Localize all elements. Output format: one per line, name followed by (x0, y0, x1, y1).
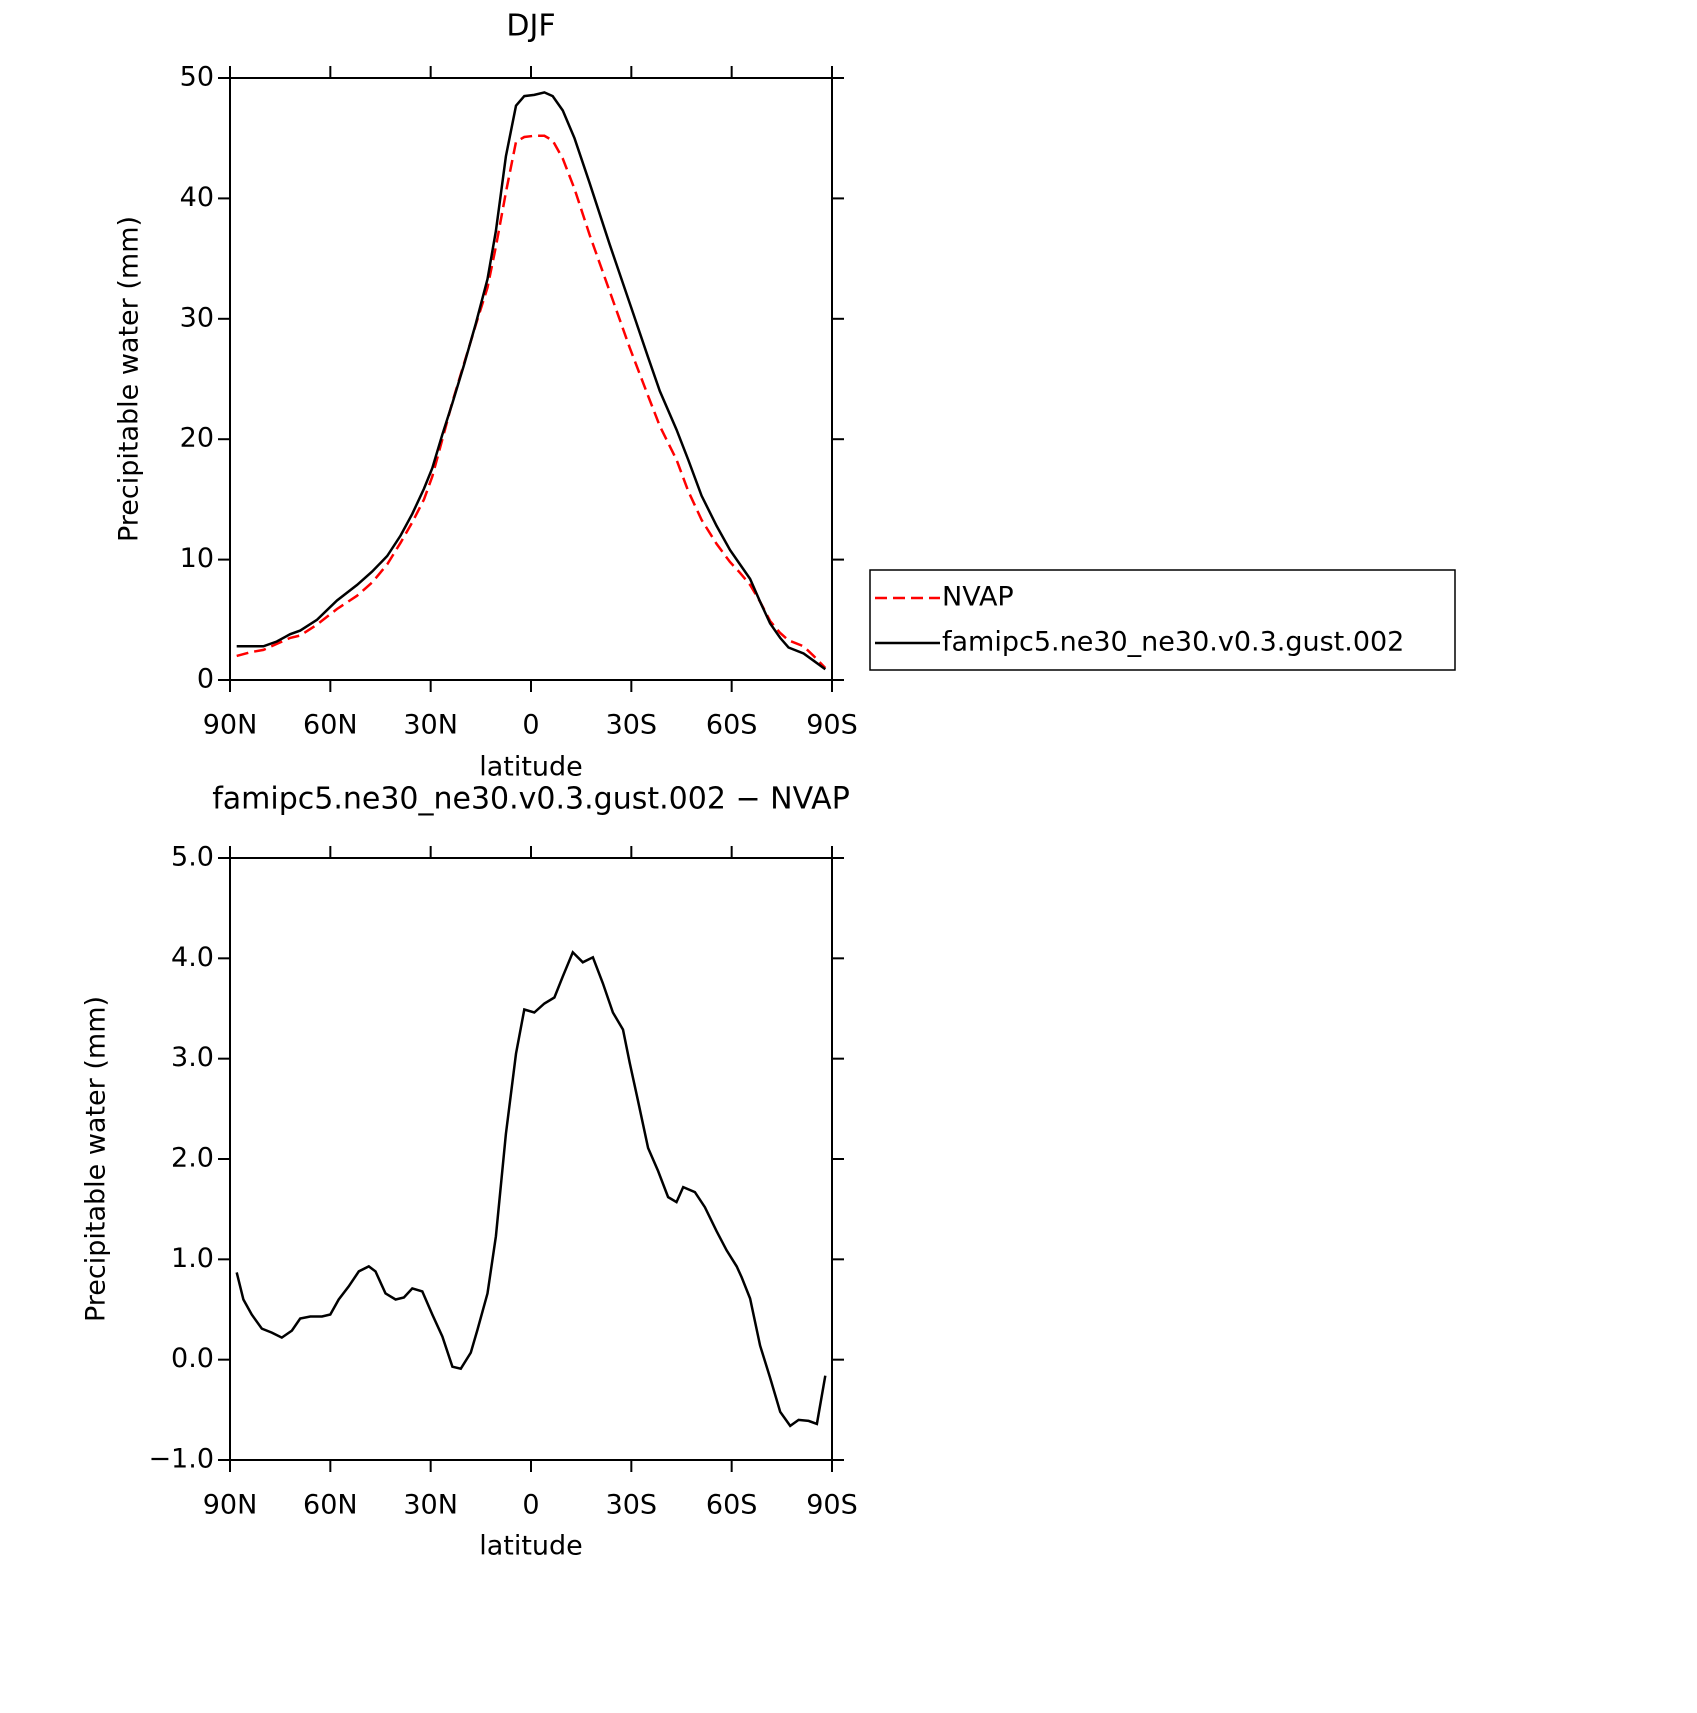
y-tick-label: 20 (180, 423, 214, 454)
y-tick-label: 1.0 (171, 1243, 214, 1274)
x-axis-label: latitude (479, 752, 583, 783)
x-tick-label: 0 (522, 1490, 539, 1521)
data-line (236, 91, 827, 671)
x-tick-label: 30N (403, 710, 458, 741)
y-axis-label: Precipitable water (mm) (114, 216, 145, 542)
y-tick-label: 0.0 (171, 1343, 214, 1374)
x-tick-label: 90N (203, 1490, 258, 1521)
y-tick-label: 4.0 (171, 942, 214, 973)
data-line (236, 134, 827, 669)
chart-title: DJF (506, 9, 555, 44)
legend-label: famipc5.ne30_ne30.v0.3.gust.002 (942, 627, 1404, 658)
legend-box (869, 569, 1456, 671)
y-tick-label: 3.0 (171, 1042, 214, 1073)
y-tick-label: 40 (180, 182, 214, 213)
y-tick-label: 2.0 (171, 1143, 214, 1174)
plot-frame (229, 857, 833, 1461)
x-axis-label: latitude (479, 1531, 583, 1562)
y-axis-label: Precipitable water (mm) (81, 996, 112, 1322)
x-tick-label: 90S (806, 1490, 858, 1521)
y-tick-label: 10 (180, 543, 214, 574)
data-line (235, 950, 827, 1428)
x-tick-label: 90S (806, 710, 858, 741)
chart-title: famipc5.ne30_ne30.v0.3.gust.002 − NVAP (212, 782, 850, 817)
x-tick-label: 30N (403, 1490, 458, 1521)
legend-label: NVAP (942, 582, 1014, 613)
x-tick-label: 30S (606, 1490, 658, 1521)
y-tick-label: 30 (180, 302, 214, 333)
y-tick-label: 0 (197, 664, 214, 695)
x-tick-label: 30S (606, 710, 658, 741)
x-tick-label: 60N (303, 1490, 358, 1521)
y-tick-label: −1.0 (148, 1444, 214, 1475)
plot-frame (229, 77, 833, 681)
x-tick-label: 60S (706, 1490, 758, 1521)
x-tick-label: 60S (706, 710, 758, 741)
x-tick-label: 90N (203, 710, 258, 741)
y-tick-label: 50 (180, 62, 214, 93)
x-tick-label: 0 (522, 710, 539, 741)
y-tick-label: 5.0 (171, 842, 214, 873)
x-tick-label: 60N (303, 710, 358, 741)
